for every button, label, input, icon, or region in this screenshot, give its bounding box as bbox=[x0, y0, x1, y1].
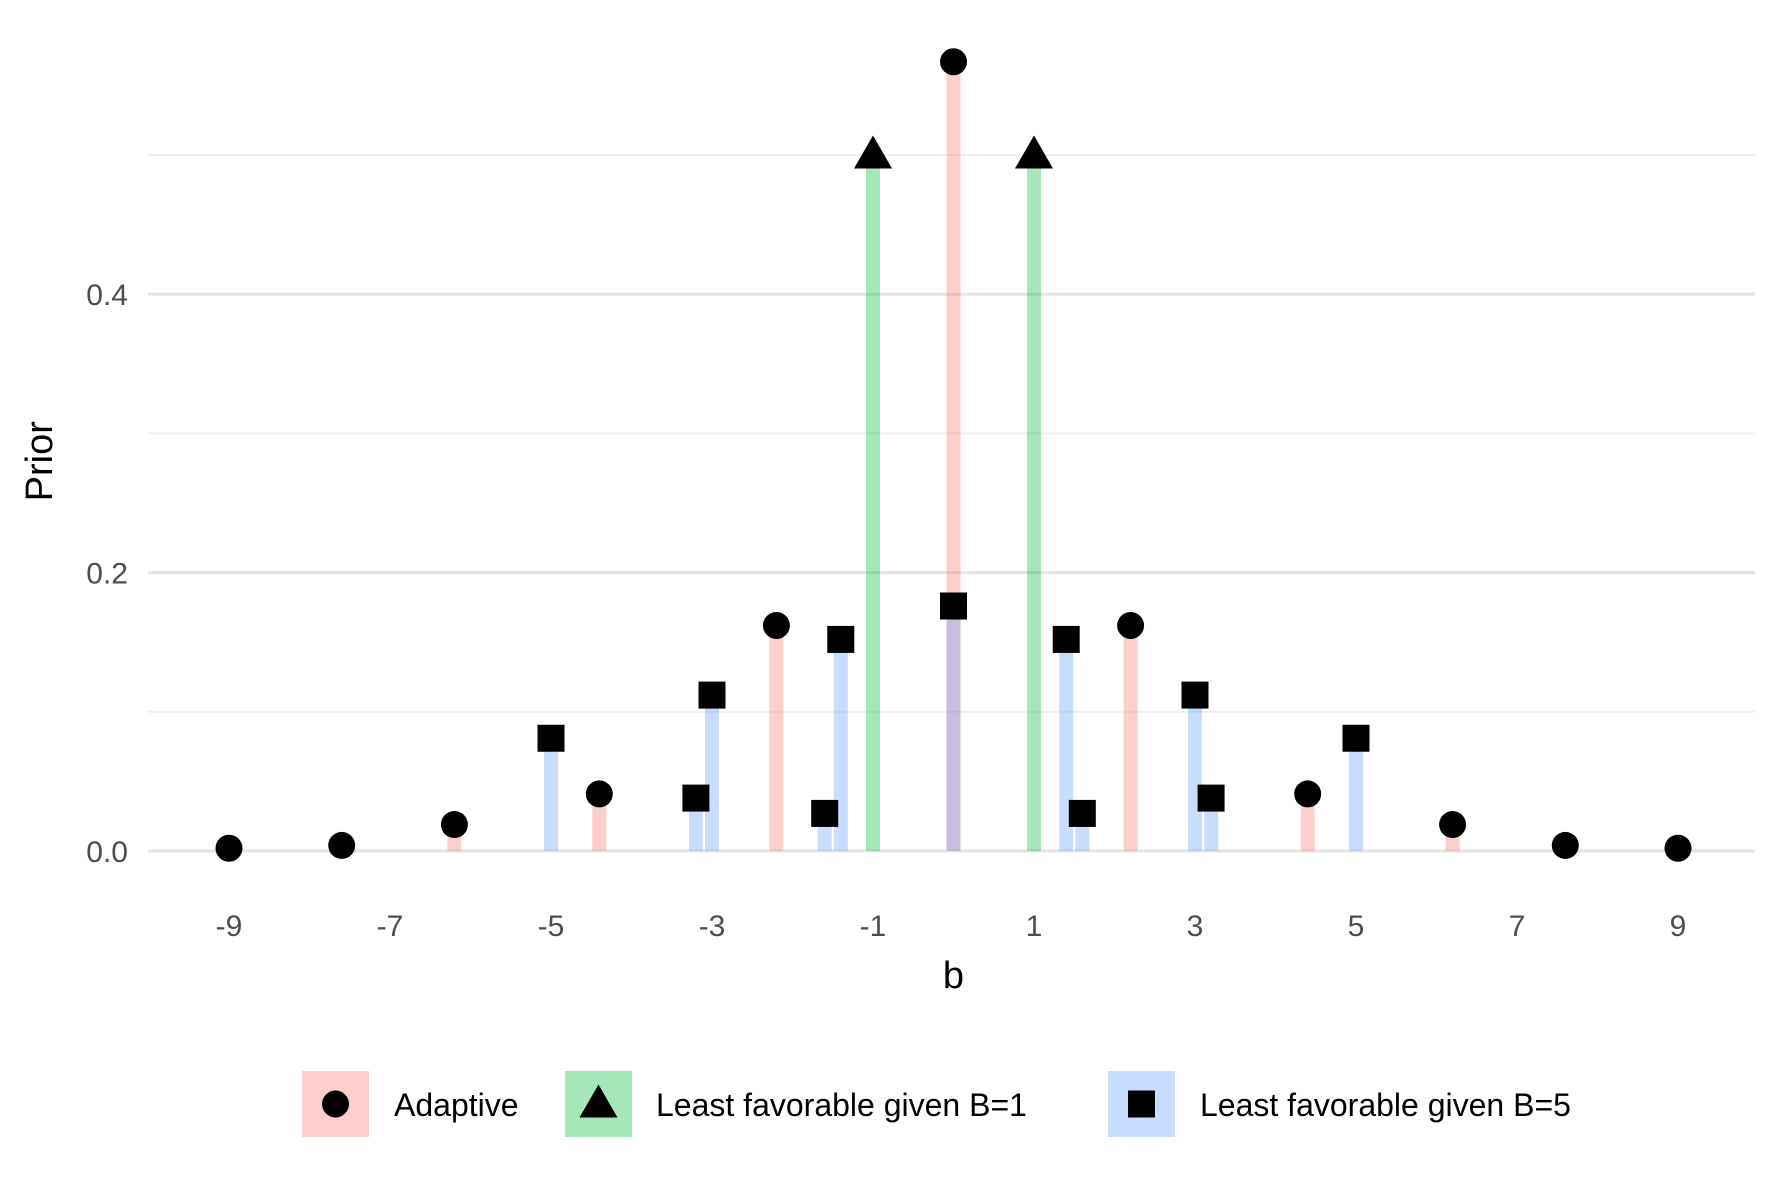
square-marker bbox=[537, 724, 565, 752]
legend-label: Adaptive bbox=[394, 1087, 519, 1123]
stem-bar bbox=[1123, 625, 1138, 851]
stem-bar bbox=[1059, 639, 1074, 851]
circle-marker bbox=[1117, 611, 1145, 639]
circle-marker bbox=[440, 811, 468, 839]
grid bbox=[148, 154, 1755, 853]
x-tick-label: 7 bbox=[1509, 910, 1526, 943]
stem-bar bbox=[705, 695, 719, 851]
square-marker bbox=[1181, 681, 1209, 709]
stem-bar bbox=[1300, 793, 1315, 851]
circle-marker bbox=[762, 611, 790, 639]
x-tick-label: -9 bbox=[216, 910, 243, 943]
stem-bar bbox=[946, 606, 961, 851]
stem-bar bbox=[833, 639, 848, 851]
x-tick-label: -7 bbox=[377, 910, 404, 943]
circle-marker bbox=[328, 831, 356, 859]
square-marker bbox=[698, 681, 726, 709]
x-tick-label: 3 bbox=[1187, 910, 1204, 943]
stem-bar bbox=[544, 738, 558, 851]
square-marker bbox=[1052, 625, 1080, 653]
square-marker bbox=[682, 784, 710, 812]
circle-marker bbox=[1664, 834, 1692, 862]
circle-marker bbox=[1551, 831, 1579, 859]
x-tick-label: 9 bbox=[1670, 910, 1687, 943]
legend-square-marker bbox=[1128, 1090, 1155, 1118]
y-tick-label: 0.4 bbox=[86, 279, 128, 312]
circle-marker bbox=[585, 780, 613, 808]
circle-marker bbox=[1439, 811, 1467, 839]
x-axis-ticks: -9 -7 -5 -3 -1 1 3 5 7 9 bbox=[216, 910, 1687, 943]
stem-bar bbox=[769, 625, 784, 851]
stem-bar bbox=[1027, 155, 1041, 851]
circle-marker bbox=[215, 834, 243, 862]
x-tick-label: -5 bbox=[538, 910, 565, 943]
square-marker bbox=[811, 799, 839, 827]
y-tick-label: 0.0 bbox=[86, 836, 128, 869]
y-tick-label: 0.2 bbox=[86, 558, 128, 591]
triangle-marker bbox=[854, 135, 892, 169]
stem-bar bbox=[946, 61, 961, 851]
legend-label: Least favorable given B=1 bbox=[656, 1087, 1027, 1123]
y-axis-ticks: 0.0 0.2 0.4 bbox=[86, 279, 128, 869]
x-axis-title: b bbox=[943, 955, 964, 997]
legend: Adaptive Least favorable given B=1 Least f… bbox=[302, 1071, 1571, 1137]
triangle-marker bbox=[1015, 135, 1053, 169]
y-axis-title: Prior bbox=[19, 421, 61, 502]
x-tick-label: 5 bbox=[1348, 910, 1365, 943]
circle-marker bbox=[1294, 780, 1322, 808]
markers bbox=[215, 48, 1692, 862]
circle-marker bbox=[940, 48, 967, 76]
square-marker bbox=[1197, 784, 1225, 812]
stem-bar bbox=[592, 793, 607, 851]
square-marker bbox=[827, 625, 855, 653]
x-tick-label: -3 bbox=[699, 910, 726, 943]
legend-label: Least favorable given B=5 bbox=[1200, 1087, 1571, 1123]
square-marker bbox=[1068, 799, 1096, 827]
square-marker bbox=[1342, 724, 1370, 752]
legend-circle-marker bbox=[322, 1090, 349, 1118]
x-tick-label: 1 bbox=[1026, 910, 1043, 943]
square-marker bbox=[940, 592, 967, 620]
x-tick-label: -1 bbox=[860, 910, 887, 943]
stems bbox=[222, 61, 1685, 851]
stem-bar bbox=[1349, 738, 1363, 851]
legend-triangle-marker bbox=[579, 1084, 618, 1118]
stem-bar bbox=[866, 155, 880, 851]
stem-bar bbox=[1188, 695, 1202, 851]
